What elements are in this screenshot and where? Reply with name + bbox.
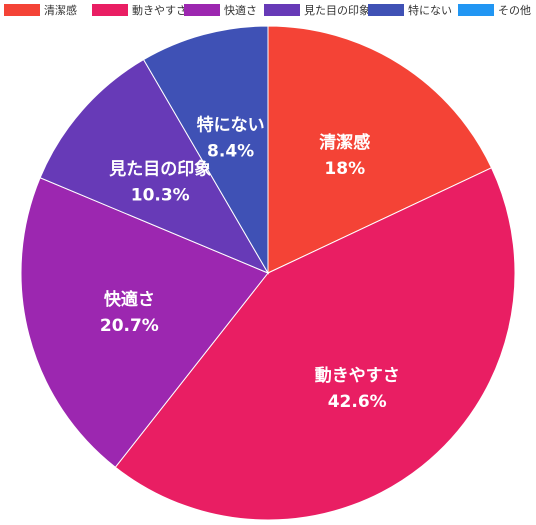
slice-label-2: 快適さ 20.7% xyxy=(100,289,159,336)
slice-category-1: 動きやすさ xyxy=(315,365,400,386)
legend-item-4[interactable]: 特にない xyxy=(368,2,452,18)
slice-category-3: 見た目の印象 xyxy=(108,159,211,180)
legend-swatch-3 xyxy=(264,4,300,16)
slice-value-2: 20.7% xyxy=(100,316,159,336)
legend-item-3[interactable]: 見た目の印象 xyxy=(264,2,370,18)
slice-value-1: 42.6% xyxy=(328,392,387,412)
legend-label-4: 特にない xyxy=(408,4,452,17)
chart-legend: 清潔感 動きやすさ 快適さ 見た目の印象 特にない その他 xyxy=(0,0,536,22)
legend-label-2: 快適さ xyxy=(224,4,257,17)
slice-category-0: 清潔感 xyxy=(319,132,370,153)
pie-slice-3[interactable] xyxy=(39,58,270,275)
slice-value-0: 18% xyxy=(324,159,365,179)
legend-swatch-4 xyxy=(368,4,404,16)
pie-slice-2[interactable] xyxy=(20,177,269,468)
pie-labels: 清潔感 18% 動きやすさ 42.6% 快適さ 20.7% 見た目の印象 10.3% 特にない 8… xyxy=(100,115,400,412)
legend-item-5[interactable]: その他 xyxy=(458,2,531,18)
slice-value-3: 10.3% xyxy=(131,186,190,206)
legend-swatch-1 xyxy=(92,4,128,16)
slice-label-1: 動きやすさ 42.6% xyxy=(315,365,400,412)
legend-label-0: 清潔感 xyxy=(44,4,77,17)
slice-category-2: 快適さ xyxy=(104,289,155,310)
legend-item-0[interactable]: 清潔感 xyxy=(4,2,77,18)
slice-label-3: 見た目の印象 10.3% xyxy=(108,159,211,206)
slice-label-0: 清潔感 18% xyxy=(319,132,370,179)
legend-label-3: 見た目の印象 xyxy=(304,4,370,17)
pie-slices xyxy=(20,25,516,521)
legend-item-1[interactable]: 動きやすさ xyxy=(92,2,187,18)
slice-value-4: 8.4% xyxy=(207,142,254,162)
legend-swatch-2 xyxy=(184,4,220,16)
legend-label-1: 動きやすさ xyxy=(132,4,187,17)
pie-slice-4[interactable] xyxy=(142,25,269,275)
legend-swatch-0 xyxy=(4,4,40,16)
pie-slice-0[interactable] xyxy=(267,25,493,274)
legend-swatch-5 xyxy=(458,4,494,16)
legend-label-5: その他 xyxy=(498,4,531,17)
pie-slice-1[interactable] xyxy=(114,167,516,521)
slice-category-4: 特にない xyxy=(197,115,265,136)
slice-label-4: 特にない 8.4% xyxy=(197,115,265,162)
legend-item-2[interactable]: 快適さ xyxy=(184,2,257,18)
